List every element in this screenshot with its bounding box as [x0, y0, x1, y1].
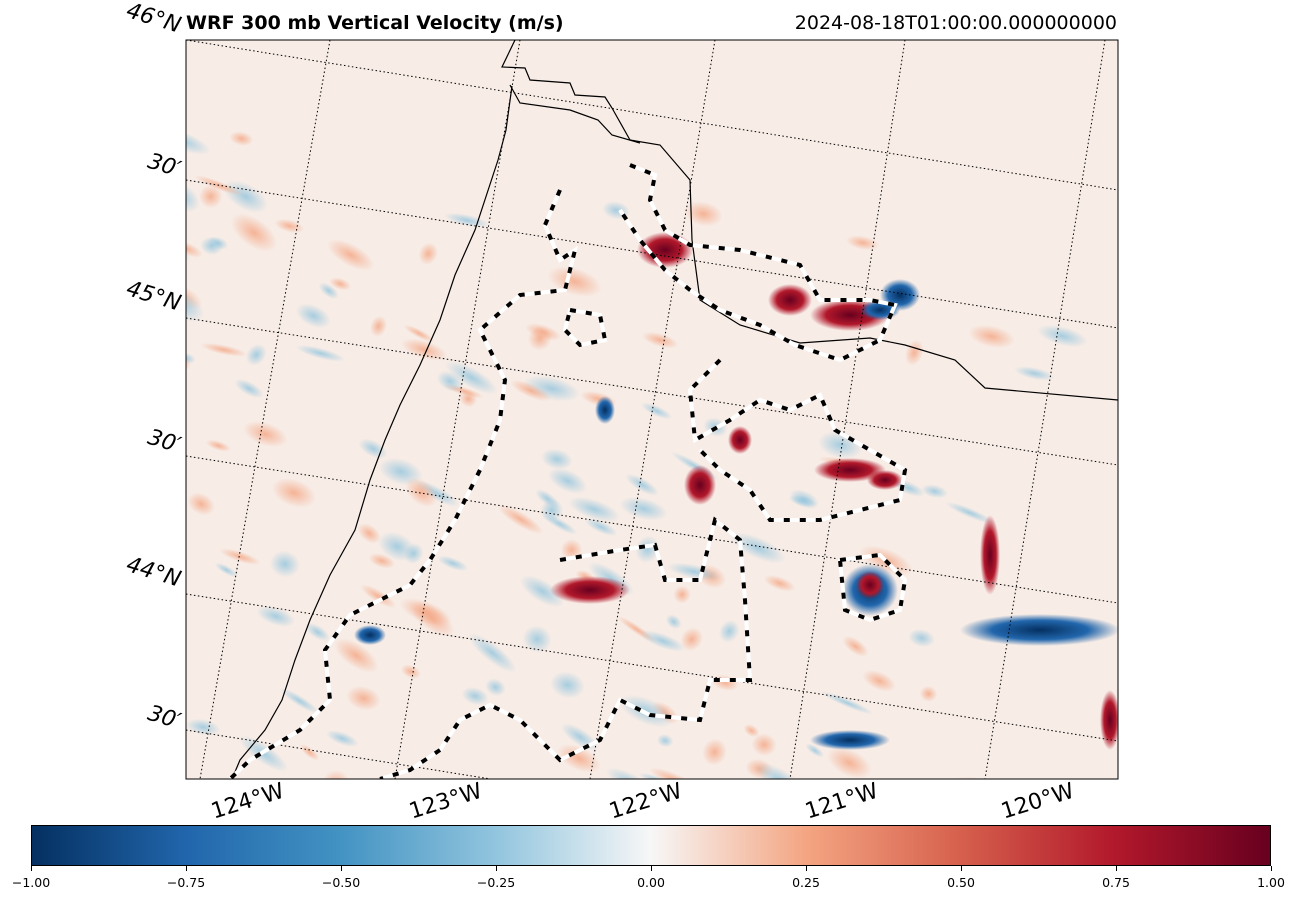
- colorbar-tick-label: −0.50: [321, 875, 361, 890]
- colorbar-tick-mark: [186, 866, 187, 871]
- colorbar-tick-label: 0.00: [637, 875, 665, 890]
- state-border-wa-or: [501, 40, 1118, 401]
- plot-title: WRF 300 mb Vertical Velocity (m/s): [186, 12, 564, 34]
- colorbar-tick-label: 1.00: [1257, 875, 1285, 890]
- graticule: [186, 40, 1118, 779]
- colorbar-tick-label: 0.50: [947, 875, 975, 890]
- colorbar-tick-mark: [961, 866, 962, 871]
- colorbar-tick-mark: [341, 866, 342, 871]
- colorbar-tick-label: −0.75: [166, 875, 206, 890]
- columbia-river: [509, 84, 641, 144]
- colorbar-tick-label: 0.75: [1102, 875, 1130, 890]
- colorbar-tick-mark: [496, 866, 497, 871]
- colorbar-tick-label: 0.25: [792, 875, 820, 890]
- colorbar-tick-mark: [806, 866, 807, 871]
- colorbar-tick-mark: [651, 866, 652, 871]
- colorbar-tick-mark: [1271, 866, 1272, 871]
- colorbar-tick-label: −0.25: [476, 875, 516, 890]
- timestamp-label: 2024-08-18T01:00:00.000000000: [794, 12, 1117, 34]
- colorbar-tick-label: −1.00: [11, 875, 51, 890]
- vertical-velocity-map: [185, 39, 1119, 780]
- colorbar-tick-mark: [31, 866, 32, 871]
- map-frame: [185, 39, 1119, 780]
- contour-lines: [228, 163, 908, 779]
- colorbar: [31, 825, 1271, 866]
- colorbar-tick-mark: [1116, 866, 1117, 871]
- coastline: [231, 85, 513, 779]
